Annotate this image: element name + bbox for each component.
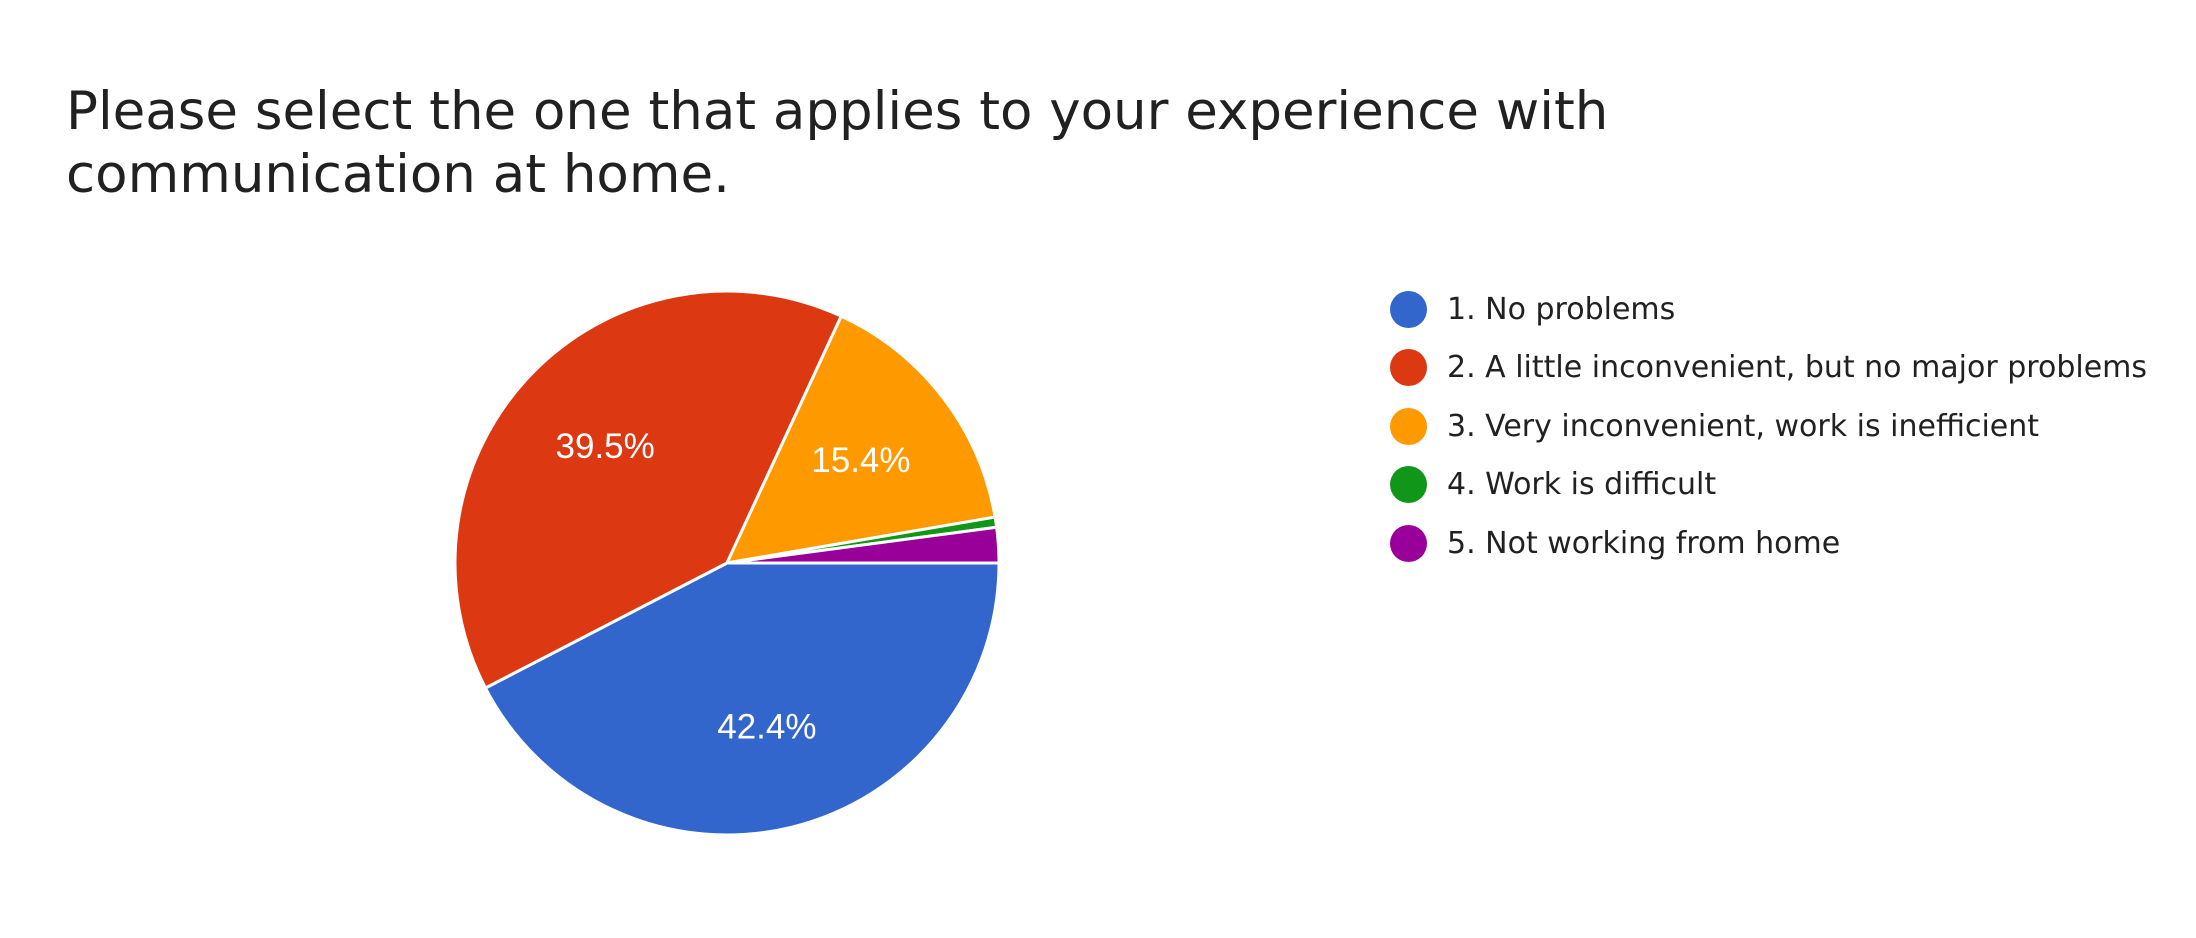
chart-title: Please select the one that applies to yo… (66, 81, 1609, 205)
pie-slice-1 (483, 561, 1001, 837)
chart-legend: 1. No problems 2. A little inconvenient, … (1390, 280, 2147, 573)
pie-slice-2 (453, 289, 843, 690)
legend-swatch-3 (1390, 407, 1427, 445)
legend-item-1[interactable]: 1. No problems (1390, 280, 2147, 339)
legend-item-2[interactable]: 2. A little inconvenient, but no major p… (1390, 339, 2147, 398)
pie-slice-label-2: 39.5% (556, 427, 655, 466)
legend-swatch-5 (1390, 524, 1427, 562)
legend-label-2: 2. A little inconvenient, but no major p… (1447, 350, 2148, 386)
pie-slice-label-1: 42.4% (717, 707, 816, 746)
legend-label-1: 1. No problems (1447, 291, 1676, 327)
pie-slice-3 (725, 314, 997, 565)
pie-slice-label-3: 15.4% (811, 441, 910, 480)
legend-label-5: 5. Not working from home (1447, 525, 1841, 561)
legend-item-3[interactable]: 3. Very inconvenient, work is inefficien… (1390, 397, 2147, 456)
pie-slice-5 (725, 525, 1001, 565)
legend-swatch-4 (1390, 466, 1427, 504)
legend-item-5[interactable]: 5. Not working from home (1390, 514, 2147, 573)
legend-swatch-1 (1390, 290, 1427, 328)
legend-item-4[interactable]: 4. Work is difficult (1390, 456, 2147, 515)
legend-swatch-2 (1390, 349, 1427, 387)
legend-label-4: 4. Work is difficult (1447, 467, 1717, 503)
legend-label-3: 3. Very inconvenient, work is inefficien… (1447, 408, 2040, 444)
